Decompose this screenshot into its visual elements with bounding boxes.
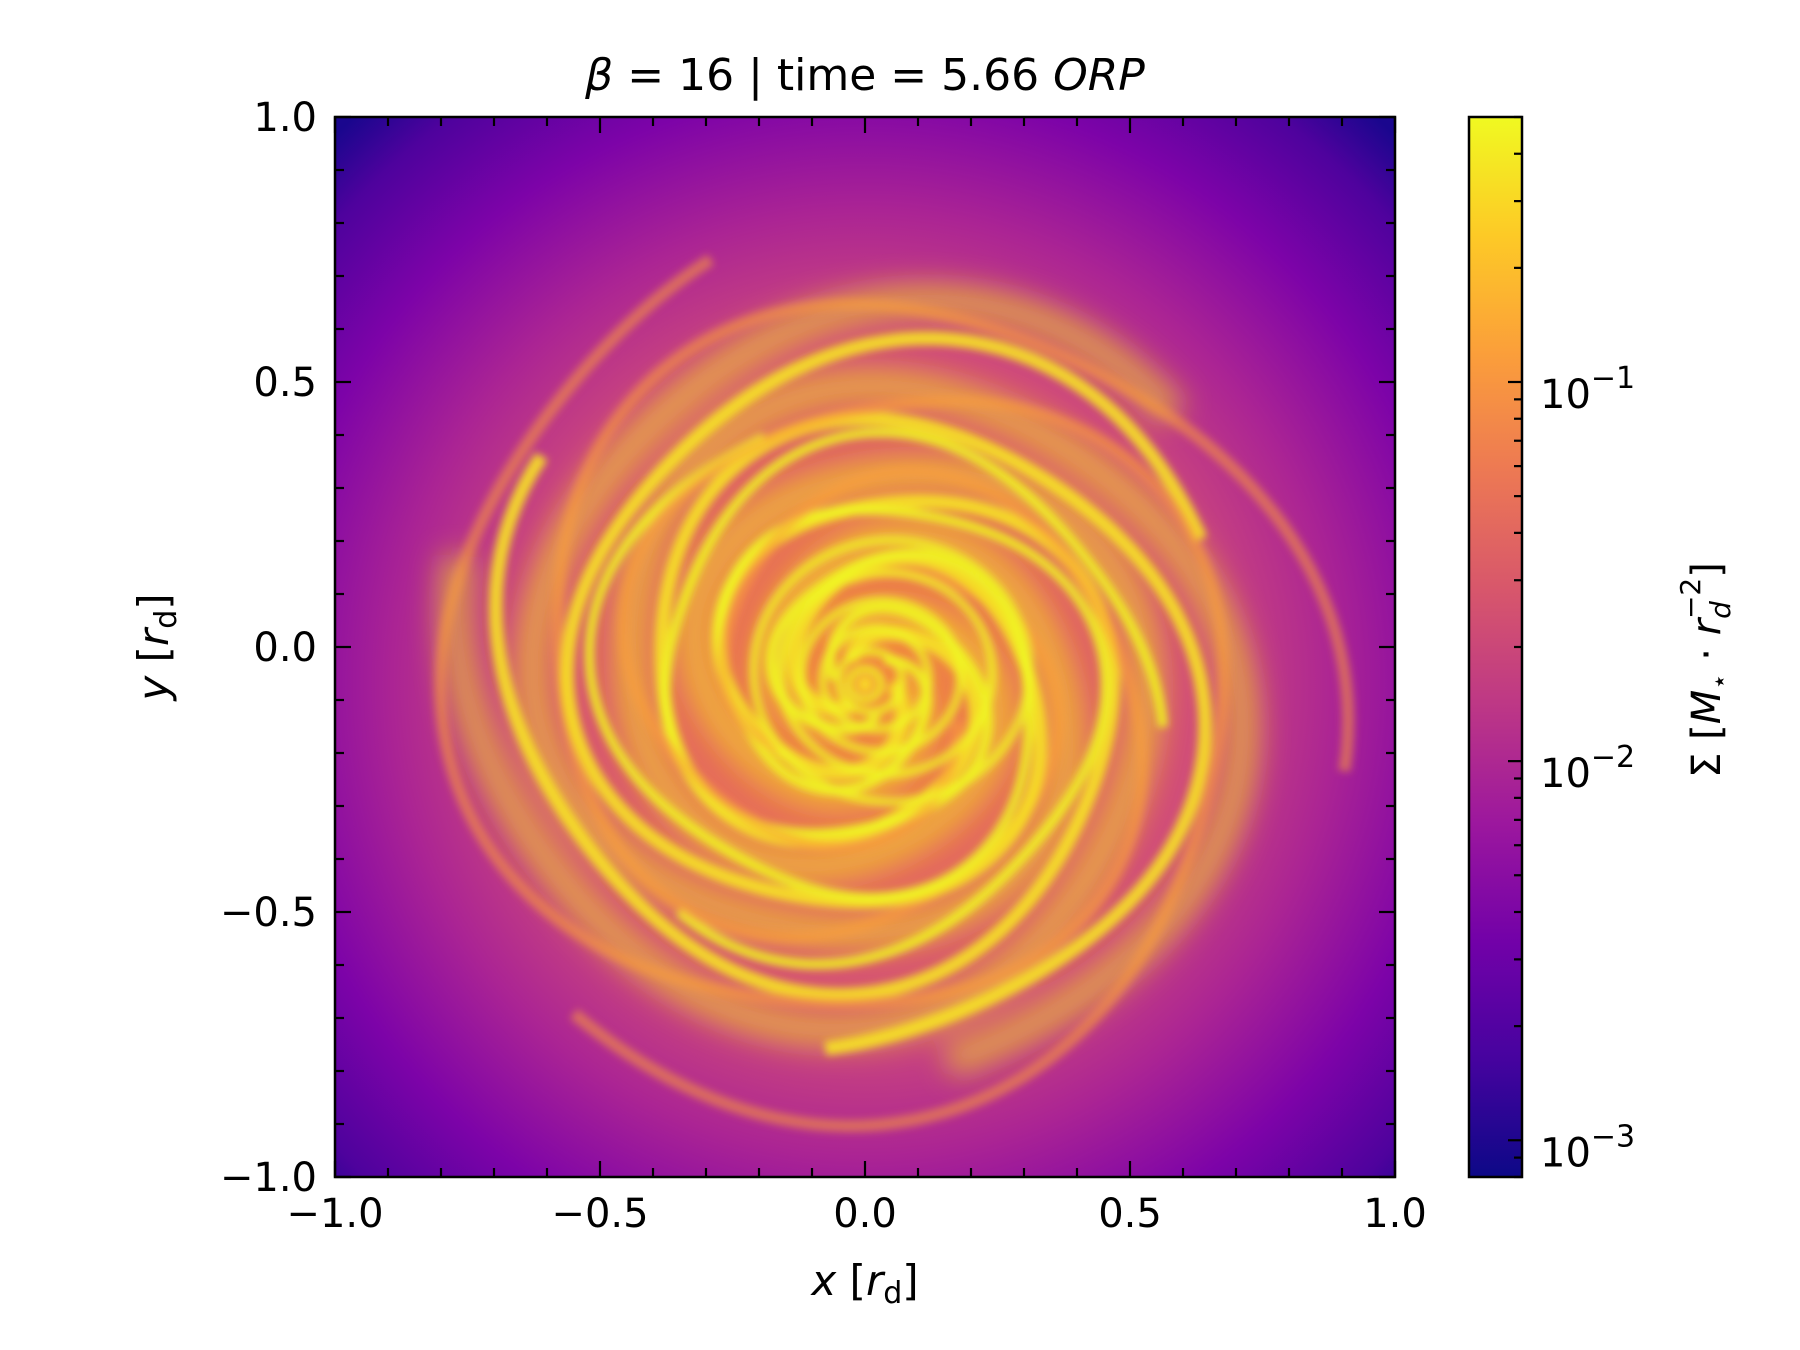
- x-tick-label: −0.5: [551, 1191, 648, 1237]
- x-tick-labels: −1.0 −0.5 0.0 0.5 1.0: [286, 1191, 1426, 1237]
- x-axis-var: x: [809, 1256, 837, 1305]
- x-axis-label: x [rd]: [809, 1256, 918, 1311]
- y-tick-label: −0.5: [220, 890, 317, 936]
- x-tick-label: 0.5: [1098, 1191, 1162, 1237]
- disk-center: [857, 676, 873, 693]
- colorbar-label-close: ]: [1684, 562, 1730, 578]
- colorbar-label-open: [: [1684, 724, 1730, 752]
- colorbar-label-r: r: [1684, 616, 1730, 635]
- x-tick-label: 1.0: [1363, 1191, 1427, 1237]
- axis-ticks: [333, 115, 1397, 1179]
- spiral-arm: [559, 331, 1208, 909]
- x-tick-label: −1.0: [286, 1191, 383, 1237]
- spiral-arm-secondary: [660, 427, 1168, 839]
- colorbar-tick-label: 10−2: [1540, 740, 1635, 797]
- inner-ring: [749, 535, 1034, 807]
- heatmap-image: [335, 117, 1395, 1177]
- y-axis-var: y: [129, 675, 178, 703]
- y-tick-label: −1.0: [220, 1155, 317, 1201]
- x-axis-unit-open: [: [836, 1256, 866, 1305]
- title-time-unit: ORP: [1053, 50, 1145, 101]
- x-axis-unit-sub: d: [883, 1276, 902, 1311]
- title-beta-value: = 16 | time = 5.66: [613, 50, 1053, 101]
- spiral-arm-outer: [434, 254, 1149, 1010]
- colorbar-label-sub: d: [1704, 601, 1737, 619]
- colorbar-tick-label: 10−1: [1540, 361, 1635, 418]
- colorbar-label-dot: ·: [1684, 635, 1730, 673]
- spiral-arm-outer: [570, 394, 1230, 1133]
- colorbar-tick-label: 10−3: [1540, 1119, 1635, 1176]
- title-beta-symbol: β: [584, 50, 613, 101]
- colorbar: [1469, 117, 1522, 1177]
- colorbar-label-star: ⋆: [1705, 673, 1735, 689]
- inner-ring: [775, 568, 997, 779]
- inner-ring: [844, 664, 886, 704]
- y-tick-label: 0.0: [253, 625, 317, 671]
- colorbar-label-sigma: Σ: [1684, 753, 1730, 778]
- y-tick-labels: 1.0 0.5 0.0 −0.5 −1.0: [220, 95, 317, 1201]
- colorbar-tick-labels: 10−3 10−2 10−1: [1540, 361, 1635, 1176]
- spiral-arms: [434, 254, 1355, 1133]
- y-tick-label: 1.0: [253, 95, 317, 141]
- y-axis-unit-open: [: [129, 646, 178, 676]
- colorbar-label: Σ [M⋆ · rd−2]: [1674, 562, 1737, 778]
- y-axis-label: y [rd]: [129, 593, 184, 702]
- spiral-arm-secondary: [675, 504, 1111, 970]
- y-axis-unit-sub: d: [149, 610, 184, 629]
- inner-ring: [796, 596, 965, 757]
- x-tick-label: 0.0: [833, 1191, 897, 1237]
- y-axis-unit-var: r: [129, 626, 178, 646]
- y-tick-label: 0.5: [253, 360, 317, 406]
- spiral-arm-secondary: [584, 432, 1034, 903]
- colorbar-label-m: M: [1684, 690, 1730, 725]
- y-axis-unit-close: ]: [129, 593, 178, 609]
- colorbar-label-sup: −2: [1674, 578, 1707, 619]
- colorbar-ticks: [1508, 115, 1522, 1179]
- inner-ring: [834, 646, 907, 717]
- chart-title: β = 16 | time = 5.66 ORP: [584, 50, 1145, 101]
- inner-ring: [818, 623, 934, 734]
- x-axis-unit-var: r: [866, 1256, 886, 1305]
- x-axis-unit-close: ]: [902, 1256, 918, 1305]
